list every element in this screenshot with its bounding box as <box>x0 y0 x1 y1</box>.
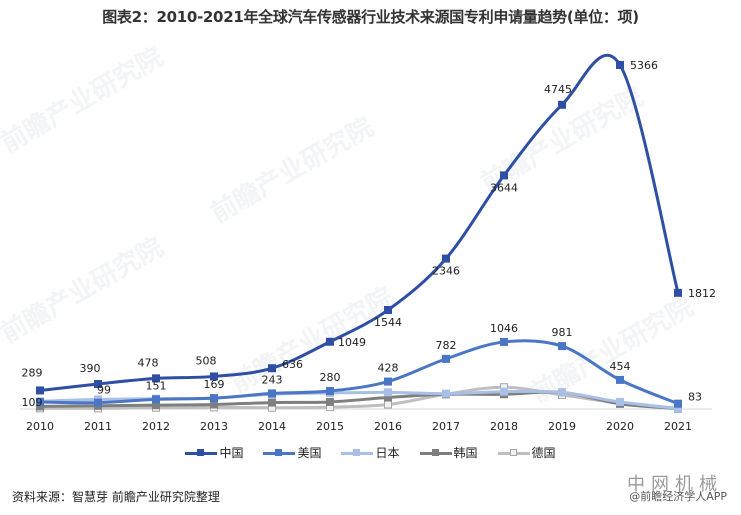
data-label-us: 782 <box>436 339 457 352</box>
legend-swatch-icon <box>341 448 374 458</box>
data-label-us: 99 <box>97 384 111 397</box>
legend-item: 日本 <box>341 444 400 461</box>
data-label-china: 636 <box>282 358 303 371</box>
data-marker <box>36 386 44 395</box>
data-label-china: 390 <box>80 362 101 375</box>
data-marker <box>442 389 450 398</box>
data-label-china: 1049 <box>338 336 366 349</box>
chart-legend: 中国 美国 日本 韩国 德国 <box>0 444 741 461</box>
data-label-china: 5366 <box>630 59 658 72</box>
data-marker <box>500 171 508 180</box>
x-tick-label: 2012 <box>142 420 170 433</box>
data-marker <box>326 337 334 346</box>
data-label-china: 478 <box>138 356 159 369</box>
data-label-us: 243 <box>262 373 283 386</box>
data-label-china: 508 <box>196 354 217 367</box>
x-tick-label: 2021 <box>664 420 692 433</box>
series-中国 <box>36 54 682 395</box>
data-marker <box>210 394 218 403</box>
legend-item: 中国 <box>185 444 243 461</box>
data-marker <box>384 377 392 386</box>
corner-watermark: 中网机械 <box>627 474 723 495</box>
data-marker <box>326 387 334 396</box>
data-marker <box>674 399 682 408</box>
data-marker <box>268 364 276 373</box>
data-label-china: 1544 <box>374 316 402 329</box>
data-marker <box>558 100 566 109</box>
data-label-china: 289 <box>22 366 43 379</box>
data-marker <box>326 397 334 406</box>
legend-item: 德国 <box>497 444 556 461</box>
legend-swatch-icon <box>497 448 530 458</box>
data-label-us: 83 <box>688 391 702 404</box>
data-label-us: 428 <box>378 362 399 375</box>
legend-item: 美国 <box>263 444 321 461</box>
legend-label: 美国 <box>297 446 322 460</box>
data-marker <box>94 379 102 388</box>
data-marker <box>558 342 566 351</box>
data-marker <box>152 395 160 404</box>
x-tick-label: 2011 <box>84 420 112 433</box>
data-marker <box>616 397 624 406</box>
chart-title: 图表2：2010-2021年全球汽车传感器行业技术来源国专利申请量趋势(单位：项… <box>102 8 639 26</box>
credit-text: @前瞻经济学人APP <box>629 490 727 503</box>
data-marker <box>500 337 508 346</box>
data-marker <box>152 374 160 383</box>
data-label-us: 454 <box>610 360 631 373</box>
data-marker <box>268 398 276 407</box>
series-line <box>38 385 680 411</box>
data-label-us: 169 <box>204 378 225 391</box>
legend-item: 韩国 <box>419 444 478 461</box>
legend-label: 德国 <box>531 446 556 460</box>
data-label-us: 109 <box>22 396 43 409</box>
data-marker <box>384 400 392 409</box>
series-美国 <box>36 337 682 408</box>
legend-label: 中国 <box>219 446 244 460</box>
x-tick-label: 2013 <box>200 420 228 433</box>
x-tick-label: 2020 <box>606 420 634 433</box>
data-marker <box>674 288 682 297</box>
data-label-us: 1046 <box>490 322 518 335</box>
data-marker <box>616 61 624 69</box>
legend-label: 韩国 <box>453 446 478 460</box>
data-marker <box>500 387 508 396</box>
data-label-china: 3644 <box>490 181 518 194</box>
data-marker <box>268 389 276 398</box>
x-tick-label: 2016 <box>374 420 402 433</box>
data-label-china: 4745 <box>544 83 572 96</box>
data-label-china: 1812 <box>688 287 716 300</box>
x-tick-label: 2018 <box>490 420 518 433</box>
source-note: 资料来源：智慧芽 前瞻产业研究院整理 <box>12 490 220 504</box>
data-label-us: 151 <box>146 379 167 392</box>
legend-swatch-icon <box>419 448 452 458</box>
x-tick-label: 2015 <box>316 420 344 433</box>
legend-swatch-icon <box>185 448 218 458</box>
x-tick-label: 2010 <box>26 420 54 433</box>
data-marker <box>94 398 102 407</box>
data-marker <box>442 254 450 263</box>
data-marker <box>210 372 218 381</box>
data-marker <box>384 388 392 397</box>
line-chart: 2010 2011 2012 2013 2014 2015 2016 2017 2018 2019… <box>20 54 716 433</box>
data-marker <box>442 354 450 363</box>
data-label-us: 280 <box>320 371 341 384</box>
x-tick-label: 2019 <box>548 420 576 433</box>
x-tick-label: 2014 <box>258 420 286 433</box>
data-marker <box>384 306 392 315</box>
data-label-china: 2346 <box>432 265 460 278</box>
data-marker <box>36 398 44 407</box>
data-marker <box>616 375 624 384</box>
data-label-us: 981 <box>552 326 573 339</box>
x-tick-label: 2017 <box>432 420 460 433</box>
legend-swatch-icon <box>263 448 296 458</box>
data-marker <box>558 388 566 397</box>
legend-label: 日本 <box>375 446 400 460</box>
